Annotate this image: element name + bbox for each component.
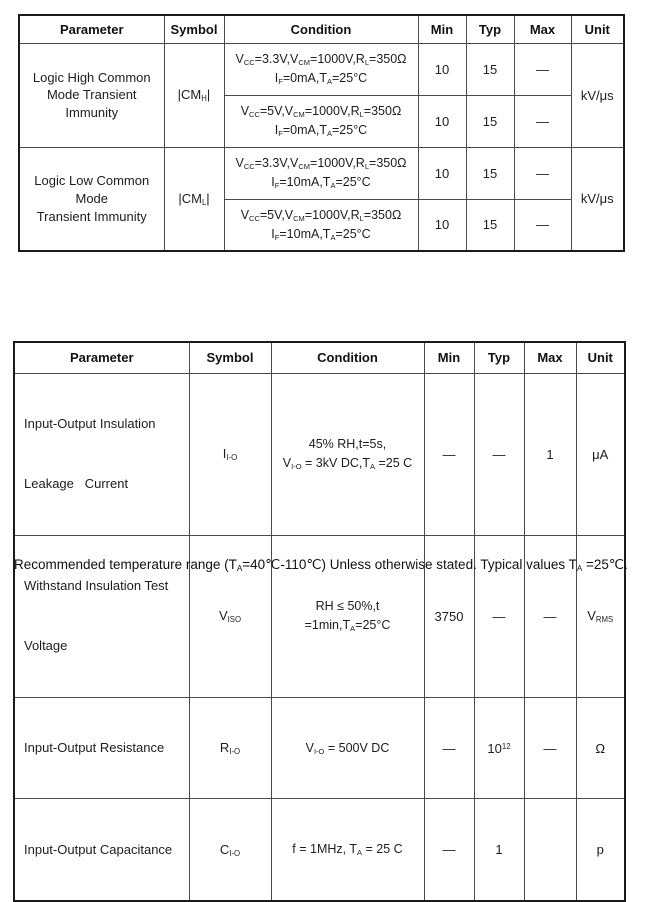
max-cell: —: [513, 198, 572, 252]
col-header-parameter: Parameter: [18, 14, 165, 44]
unit-cell: Ω: [575, 696, 626, 800]
parameter-line: Mode Transient Immunity: [46, 87, 137, 120]
col-header-min: Min: [423, 341, 475, 374]
condition-cell: VCC=3.3V,VCM=1000V,RL=350Ω IF=0mA,TA=25°…: [223, 42, 419, 96]
table2-header-row: Parameter Symbol Condition Min Typ Max U…: [13, 341, 626, 374]
col-header-max: Max: [523, 341, 577, 374]
typ-cell: 1: [473, 798, 525, 902]
transient-immunity-table: Parameter Symbol Condition Min Typ Max U…: [18, 14, 625, 252]
parameter-cell: Logic High Common Mode Transient Immunit…: [18, 42, 165, 148]
condition-line: IF=0mA,TA=25°C: [274, 71, 368, 86]
condition-line: VI-O = 500V DC: [305, 740, 390, 756]
parameter-line: Input-Output Insulation: [24, 415, 156, 431]
col-header-symbol: Symbol: [188, 341, 272, 374]
condition-cell: VCC=5V,VCM=1000V,RL=350Ω IF=0mA,TA=25°C: [223, 94, 419, 148]
condition-cell: VCC=5V,VCM=1000V,RL=350Ω IF=10mA,TA=25°C: [223, 198, 419, 252]
table-row: Input-Output Insulation Leakage Current …: [13, 372, 626, 536]
condition-cell: 45% RH,t=5s, VI-O = 3kV DC,TA =25 C: [270, 372, 425, 536]
condition-line: VCC=5V,VCM=1000V,RL=350Ω: [240, 104, 402, 120]
parameter-line: Input-Output Resistance: [24, 740, 165, 756]
col-header-condition: Condition: [223, 14, 419, 44]
symbol-cell: |CML|: [163, 146, 225, 252]
min-cell: —: [423, 696, 475, 800]
condition-line: IF=10mA,TA=25°C: [271, 175, 371, 190]
datasheet-page: Parameter Symbol Condition Min Typ Max U…: [13, 14, 628, 902]
condition-line: IF=0mA,TA=25°C: [274, 123, 368, 138]
col-header-unit: Unit: [575, 341, 626, 374]
condition-line: VCC=3.3V,VCM=1000V,RL=350Ω: [235, 156, 407, 172]
min-cell: —: [423, 372, 475, 536]
max-cell: —: [513, 94, 572, 148]
col-header-typ: Typ: [473, 341, 525, 374]
col-header-condition: Condition: [270, 341, 425, 374]
col-header-max: Max: [513, 14, 572, 44]
condition-cell: f = 1MHz, TA = 25 C: [270, 798, 425, 902]
table-row: Logic Low Common Mode Transient Immunity…: [18, 146, 625, 252]
unit-cell: p: [575, 798, 626, 902]
unit-cell: kV/μs: [570, 146, 625, 252]
typ-cell: 15: [465, 42, 515, 96]
min-cell: 10: [417, 146, 467, 200]
col-header-min: Min: [417, 14, 467, 44]
parameter-line: Leakage Current: [24, 476, 129, 492]
min-cell: 10: [417, 94, 467, 148]
col-header-symbol: Symbol: [163, 14, 225, 44]
condition-line: VCC=3.3V,VCM=1000V,RL=350Ω: [235, 52, 407, 68]
parameter-cell: Logic Low Common Mode Transient Immunity: [18, 146, 165, 252]
col-header-typ: Typ: [465, 14, 515, 44]
typ-cell: 1012: [473, 696, 525, 800]
typ-cell: —: [473, 372, 525, 536]
col-header-parameter: Parameter: [13, 341, 190, 374]
typ-cell: 15: [465, 94, 515, 148]
symbol-cell: II-O: [188, 372, 272, 536]
max-cell: —: [513, 146, 572, 200]
condition-cell: VCC=3.3V,VCM=1000V,RL=350Ω IF=10mA,TA=25…: [223, 146, 419, 200]
condition-line: VCC=5V,VCM=1000V,RL=350Ω: [240, 208, 402, 223]
insulation-table: Parameter Symbol Condition Min Typ Max U…: [13, 341, 626, 902]
parameter-line: Withstand Insulation Test: [24, 577, 169, 593]
parameter-line: Input-Output Capacitance: [24, 841, 173, 857]
table-row: Logic High Common Mode Transient Immunit…: [18, 42, 625, 148]
table-row: VCC=5V,VCM=1000V,RL=350Ω IF=10mA,TA=25°C…: [19, 198, 624, 252]
table-row: VCC=5V,VCM=1000V,RL=350Ω IF=0mA,TA=25°C …: [19, 94, 624, 148]
max-cell: —: [523, 696, 577, 800]
col-header-unit: Unit: [570, 14, 625, 44]
parameter-cell: Input-Output Capacitance: [13, 798, 190, 902]
temperature-range-note: Recommended temperature range (TA=40℃-11…: [14, 557, 628, 574]
parameter-line: Voltage: [24, 638, 68, 654]
max-cell: 1: [523, 372, 577, 536]
symbol-cell: |CMH|: [163, 42, 225, 148]
min-cell: 10: [417, 42, 467, 96]
symbol-cell: RI-O: [188, 696, 272, 800]
parameter-line: Transient Immunity: [36, 208, 147, 224]
parameter-line: Logic High Common: [32, 69, 151, 85]
condition-line: IF=10mA,TA=25°C: [271, 226, 371, 242]
min-cell: 10: [417, 198, 467, 252]
condition-cell: VI-O = 500V DC: [270, 696, 425, 800]
parameter-line: Logic Low Common Mode: [34, 173, 150, 206]
unit-cell: kV/μs: [570, 42, 625, 148]
typ-cell: 15: [465, 198, 515, 252]
table-row: Input-Output Resistance RI-O VI-O = 500V…: [13, 696, 626, 800]
table-row: Input-Output Capacitance CI-O f = 1MHz, …: [13, 798, 626, 902]
max-cell: —: [513, 42, 572, 96]
typ-cell: 15: [465, 146, 515, 200]
condition-line: VI-O = 3kV DC,TA =25 C: [282, 456, 413, 471]
condition-line: RH ≤ 50%,t =1min,TA=25°C: [304, 599, 391, 634]
min-cell: —: [423, 798, 475, 902]
parameter-cell: Input-Output Insulation Leakage Current: [13, 372, 190, 536]
condition-line: 45% RH,t=5s,: [308, 437, 387, 452]
table1-header-row: Parameter Symbol Condition Min Typ Max U…: [18, 14, 625, 44]
unit-cell: μA: [575, 372, 626, 536]
parameter-cell: Input-Output Resistance: [13, 696, 190, 800]
symbol-cell: CI-O: [188, 798, 272, 902]
max-cell: [523, 798, 577, 902]
condition-line: f = 1MHz, TA = 25 C: [292, 842, 403, 858]
